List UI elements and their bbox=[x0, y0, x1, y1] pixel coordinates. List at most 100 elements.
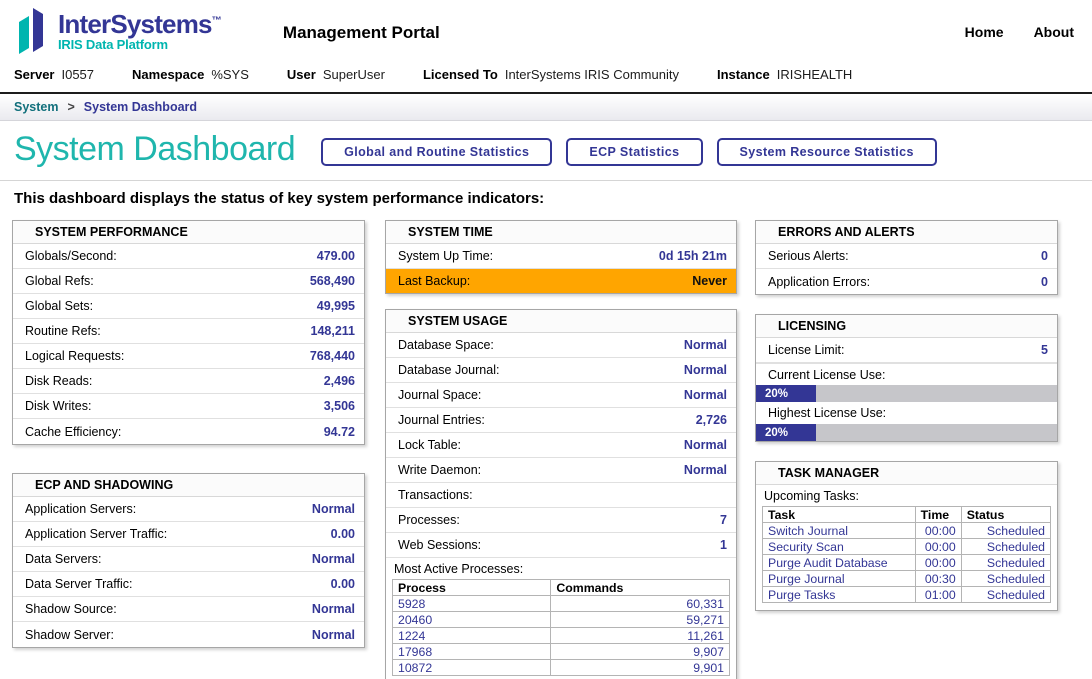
current-license-use-fill: 20% bbox=[756, 385, 816, 402]
stat-value: 3,506 bbox=[324, 399, 355, 413]
most-active-processes-table: Process Commands 592860,331 2046059,271 … bbox=[392, 579, 730, 676]
stat-row: Shadow Source:Normal bbox=[13, 597, 364, 622]
dashboard-description: This dashboard displays the status of ke… bbox=[0, 181, 1092, 207]
stat-label: Data Server Traffic: bbox=[25, 577, 132, 591]
breadcrumb-current: System Dashboard bbox=[84, 100, 197, 114]
stat-value: Normal bbox=[684, 363, 727, 377]
info-instance-label: Instance bbox=[717, 67, 770, 82]
stat-value: Normal bbox=[312, 552, 355, 566]
panel-title: ERRORS AND ALERTS bbox=[756, 221, 1057, 244]
table-row: Purge Journal00:30Scheduled bbox=[763, 571, 1051, 587]
stat-value: 0d 15h 21m bbox=[659, 249, 727, 263]
brand-word: InterSystems bbox=[58, 9, 212, 39]
stat-value: 5 bbox=[1041, 343, 1048, 357]
stat-value: Never bbox=[692, 274, 727, 288]
table-row: 179689,907 bbox=[393, 644, 730, 660]
panel-title: LICENSING bbox=[756, 315, 1057, 338]
stat-value: 568,490 bbox=[310, 274, 355, 288]
stat-row: Web Sessions:1 bbox=[386, 533, 736, 558]
info-instance-value: IRISHEALTH bbox=[777, 67, 853, 82]
task-time: 00:00 bbox=[915, 523, 961, 539]
info-licensed-label: Licensed To bbox=[423, 67, 498, 82]
panel-system-usage: SYSTEM USAGE Database Space:Normal Datab… bbox=[385, 309, 737, 679]
task-status: Scheduled bbox=[961, 587, 1050, 603]
info-server-value: I0557 bbox=[61, 67, 94, 82]
process-id: 17968 bbox=[393, 644, 551, 660]
stat-label: Application Server Traffic: bbox=[25, 527, 167, 541]
commands-count: 59,271 bbox=[551, 612, 730, 628]
nav-about-link[interactable]: About bbox=[1034, 24, 1074, 40]
logo-text: InterSystems™ IRIS Data Platform bbox=[58, 11, 221, 51]
table-row: 122411,261 bbox=[393, 628, 730, 644]
system-resource-statistics-button[interactable]: System Resource Statistics bbox=[717, 138, 937, 166]
stat-label: Transactions: bbox=[398, 488, 473, 502]
portal-title: Management Portal bbox=[283, 23, 440, 43]
task-time: 00:00 bbox=[915, 555, 961, 571]
info-namespace-label: Namespace bbox=[132, 67, 204, 82]
upcoming-tasks-label: Upcoming Tasks: bbox=[756, 485, 1057, 505]
brand-name: InterSystems™ bbox=[58, 11, 221, 37]
last-backup-warning-row: Last Backup: Never bbox=[386, 269, 736, 293]
commands-column-header: Commands bbox=[551, 580, 730, 596]
stat-value: Normal bbox=[312, 602, 355, 616]
stat-row: Data Server Traffic: 0.00 bbox=[13, 572, 364, 597]
stat-label: License Limit: bbox=[768, 343, 844, 357]
stat-value: 0 bbox=[1041, 275, 1048, 289]
info-server-label: Server bbox=[14, 67, 54, 82]
title-row: System Dashboard Global and Routine Stat… bbox=[0, 121, 1092, 169]
task-name: Security Scan bbox=[763, 539, 916, 555]
stat-value: 94.72 bbox=[324, 425, 355, 439]
stat-row: License Limit: 5 bbox=[756, 338, 1057, 363]
stat-label: Last Backup: bbox=[398, 274, 470, 288]
stat-label: Disk Writes: bbox=[25, 399, 91, 413]
nav-home-link[interactable]: Home bbox=[965, 24, 1004, 40]
stat-label: Disk Reads: bbox=[25, 374, 92, 388]
stat-row: Global Sets:49,995 bbox=[13, 294, 364, 319]
stat-row: Disk Writes: 3,506 bbox=[13, 394, 364, 419]
stat-value: 479.00 bbox=[317, 249, 355, 263]
stat-row: Application Servers: Normal bbox=[13, 497, 364, 522]
stat-value: 2,726 bbox=[696, 413, 727, 427]
stat-value: Normal bbox=[684, 338, 727, 352]
commands-count: 9,901 bbox=[551, 660, 730, 676]
table-row: Purge Tasks01:00Scheduled bbox=[763, 587, 1051, 603]
info-licensed-value: InterSystems IRIS Community bbox=[505, 67, 679, 82]
stat-value: 0 bbox=[1041, 249, 1048, 263]
highest-license-use-bar: 20% bbox=[756, 424, 1057, 441]
global-routine-statistics-button[interactable]: Global and Routine Statistics bbox=[321, 138, 552, 166]
stat-row: Processes:7 bbox=[386, 508, 736, 533]
panel-title: SYSTEM TIME bbox=[386, 221, 736, 244]
task-column-header: Task bbox=[763, 507, 916, 523]
current-license-use-bar: 20% bbox=[756, 385, 1057, 402]
stat-row: Routine Refs:148,211 bbox=[13, 319, 364, 344]
stat-value: Normal bbox=[312, 502, 355, 516]
breadcrumb-system-link[interactable]: System bbox=[14, 100, 58, 114]
stat-row: Journal Space:Normal bbox=[386, 383, 736, 408]
stat-row: Logical Requests:768,440 bbox=[13, 344, 364, 369]
stat-row: Write Daemon:Normal bbox=[386, 458, 736, 483]
stat-row: Transactions: bbox=[386, 483, 736, 508]
stat-value: 2,496 bbox=[324, 374, 355, 388]
intersystems-logo[interactable]: InterSystems™ IRIS Data Platform bbox=[16, 8, 221, 54]
stat-value: 1 bbox=[720, 538, 727, 552]
stat-value: 49,995 bbox=[317, 299, 355, 313]
title-buttons: Global and Routine Statistics ECP Statis… bbox=[321, 138, 937, 166]
highest-license-use-fill: 20% bbox=[756, 424, 816, 441]
stat-value: 0.00 bbox=[331, 577, 355, 591]
stat-label: Application Servers: bbox=[25, 502, 136, 516]
stat-row: Globals/Second:479.00 bbox=[13, 244, 364, 269]
brand-subtitle: IRIS Data Platform bbox=[58, 38, 221, 51]
stat-value: Normal bbox=[312, 628, 355, 642]
panel-errors-and-alerts: ERRORS AND ALERTS Serious Alerts:0 Appli… bbox=[755, 220, 1058, 295]
panel-title: ECP AND SHADOWING bbox=[13, 474, 364, 497]
panel-title: SYSTEM USAGE bbox=[386, 310, 736, 333]
stat-row: Cache Efficiency:94.72 bbox=[13, 419, 364, 444]
commands-count: 9,907 bbox=[551, 644, 730, 660]
stat-row: Application Server Traffic:0.00 bbox=[13, 522, 364, 547]
process-id: 1224 bbox=[393, 628, 551, 644]
task-status: Scheduled bbox=[961, 555, 1050, 571]
stat-row: System Up Time:0d 15h 21m bbox=[386, 244, 736, 269]
stat-value: Normal bbox=[684, 388, 727, 402]
ecp-statistics-button[interactable]: ECP Statistics bbox=[566, 138, 702, 166]
stat-row: Data Servers:Normal bbox=[13, 547, 364, 572]
